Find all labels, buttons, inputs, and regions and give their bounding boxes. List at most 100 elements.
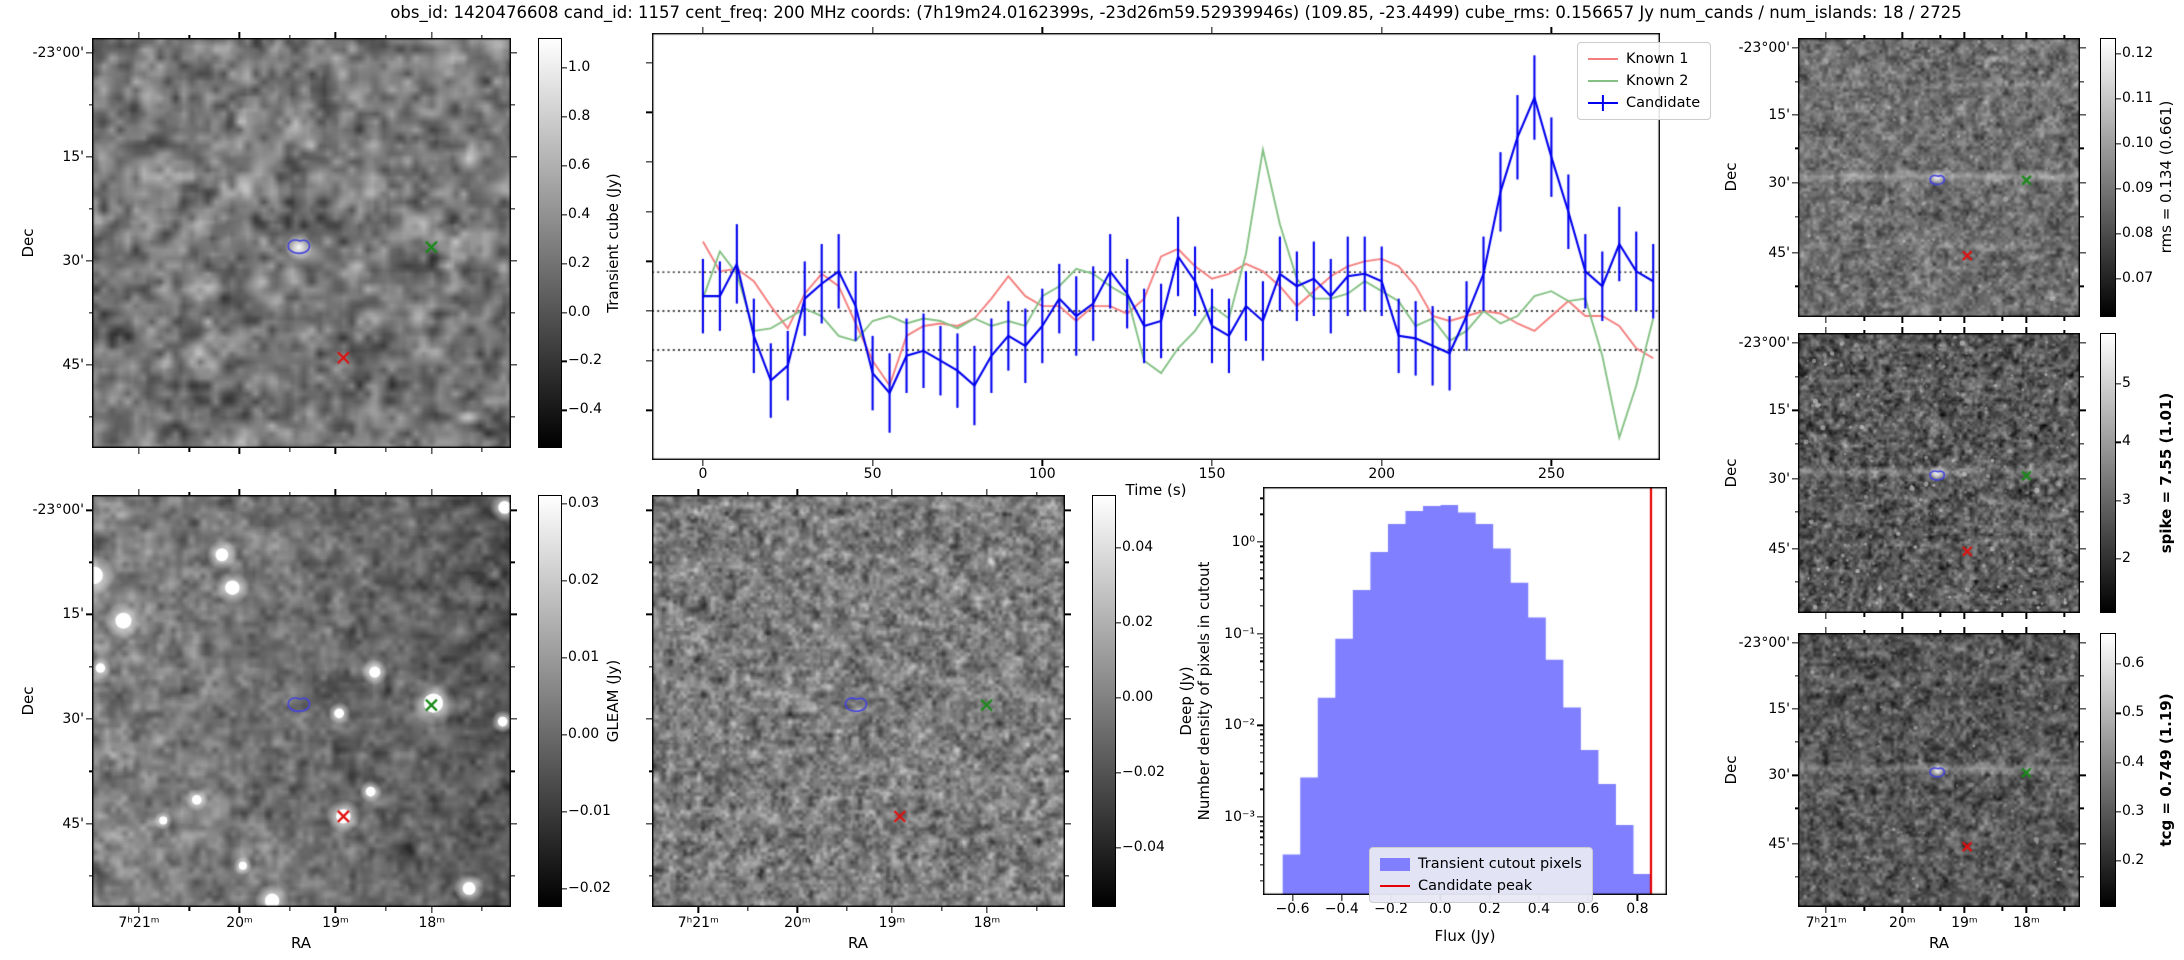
density-tick-label: 10⁻¹ (1224, 625, 1255, 642)
y-tick-mark (1259, 728, 1263, 731)
y-tick-mark (648, 875, 652, 877)
x-tick-mark (1035, 907, 1038, 911)
colorbar-tick-label: 0.09 (2122, 180, 2154, 196)
x-tick-mark (138, 489, 140, 495)
ra-axis-label-deep: RA (847, 934, 869, 952)
y-tick-mark (2115, 761, 2121, 764)
colorbar-tick-label: 0.00 (1122, 689, 1154, 705)
y-tick-mark (1792, 843, 1798, 845)
x-tick-mark (1035, 491, 1038, 495)
legend-label-candidate: Candidate (1626, 95, 1701, 111)
y-tick-mark (646, 360, 652, 362)
dec-axis-label-spike: Dec (1722, 458, 1740, 488)
x-tick-mark (697, 489, 699, 495)
x-tick-mark (481, 491, 483, 495)
y-tick-mark (88, 208, 92, 210)
spike-image-canvas (1798, 333, 2080, 613)
colorbar-tick-label: 0.6 (568, 156, 591, 173)
y-tick-mark (86, 364, 92, 366)
legend-row-candidate-peak: Candidate peak (1380, 875, 1582, 897)
y-tick-mark (2115, 663, 2121, 665)
flux-histogram-panel: Transient cutout pixels Candidate peak (1257, 487, 1667, 903)
dec-tick-label: -23°00' (1738, 40, 1790, 57)
y-tick-mark (1065, 561, 1069, 564)
y-tick-mark (2080, 843, 2086, 845)
lightcurve-canvas (652, 33, 1660, 460)
y-tick-mark (1259, 647, 1263, 649)
x-tick-mark (431, 32, 433, 38)
y-tick-mark (1259, 830, 1263, 832)
y-tick-mark (1259, 738, 1263, 741)
y-tick-mark (2080, 511, 2084, 513)
y-tick-mark (2115, 53, 2121, 55)
x-tick-mark (1825, 32, 1827, 38)
y-tick-mark (88, 416, 92, 418)
x-tick-mark (986, 489, 988, 495)
gleam-image-canvas (92, 495, 511, 907)
x-tick-mark (2063, 317, 2066, 321)
y-tick-mark (88, 875, 92, 877)
legend-row-known1: Known 1 (1588, 48, 1700, 70)
y-tick-mark (1065, 770, 1069, 772)
y-tick-mark (1115, 547, 1121, 549)
peak-line-sample (1380, 884, 1410, 888)
flux-histogram-canvas (1263, 487, 1667, 895)
tcg-image-canvas (1798, 633, 2080, 907)
y-tick-mark (561, 165, 567, 167)
known2-line-sample (1588, 79, 1618, 83)
x-tick-mark (1211, 460, 1213, 466)
y-tick-mark (561, 580, 567, 582)
dec-tick-label: 45' (1768, 835, 1790, 852)
x-tick-mark (846, 907, 848, 911)
x-tick-mark (385, 491, 387, 495)
colorbar-tick-label: 0.10 (2122, 135, 2154, 151)
flux-tick-label: −0.6 (1275, 901, 1310, 917)
y-tick-mark (646, 823, 652, 825)
y-tick-mark (511, 718, 517, 720)
tcg-colorbar (2100, 633, 2121, 907)
y-tick-mark (646, 409, 652, 411)
colorbar-tick-label: 3 (2122, 491, 2131, 508)
y-tick-mark (2080, 147, 2084, 150)
y-tick-mark (86, 509, 92, 511)
ra-tick-label: 7ʰ21ᵐ (1805, 915, 1847, 931)
dec-tick-label: 15' (1768, 107, 1790, 123)
y-tick-mark (1792, 774, 1798, 777)
rms-colorbar (2100, 38, 2121, 317)
y-tick-mark (2080, 182, 2086, 184)
flux-axis-label: Flux (Jy) (1434, 927, 1496, 945)
flux-tick-label: 0.0 (1429, 901, 1452, 917)
y-tick-mark (2080, 215, 2084, 218)
y-tick-mark (1792, 409, 1798, 411)
dec-tick-label: 45' (62, 815, 84, 832)
x-tick-mark (2063, 613, 2066, 617)
x-tick-mark (188, 34, 190, 38)
y-tick-mark (2080, 642, 2086, 644)
y-tick-mark (1065, 875, 1069, 877)
y-tick-mark (511, 613, 517, 616)
y-tick-mark (88, 770, 92, 772)
colorbar-tick-label: 0.08 (2122, 225, 2154, 241)
x-tick-mark (1550, 27, 1553, 33)
y-tick-mark (646, 62, 652, 64)
transient-image-canvas (92, 38, 511, 448)
y-tick-mark (1259, 844, 1263, 846)
y-tick-mark (1065, 665, 1069, 668)
y-tick-mark (511, 509, 517, 511)
y-tick-mark (561, 262, 567, 265)
dec-tick-label: 45' (1768, 540, 1790, 557)
legend-row-cutout-pixels: Transient cutout pixels (1380, 853, 1582, 875)
flux-tick-label: 0.6 (1577, 901, 1600, 917)
y-tick-mark (2115, 188, 2121, 190)
y-tick-mark (1259, 852, 1263, 855)
y-tick-mark (2115, 860, 2121, 862)
x-tick-mark (1901, 907, 1903, 913)
y-tick-mark (2080, 707, 2086, 710)
y-tick-mark (1794, 876, 1798, 878)
x-tick-mark (2025, 613, 2028, 619)
y-tick-mark (1259, 545, 1263, 547)
y-tick-mark (646, 613, 652, 616)
y-tick-mark (561, 811, 567, 813)
x-tick-mark (940, 907, 943, 911)
y-tick-mark (2080, 876, 2084, 878)
